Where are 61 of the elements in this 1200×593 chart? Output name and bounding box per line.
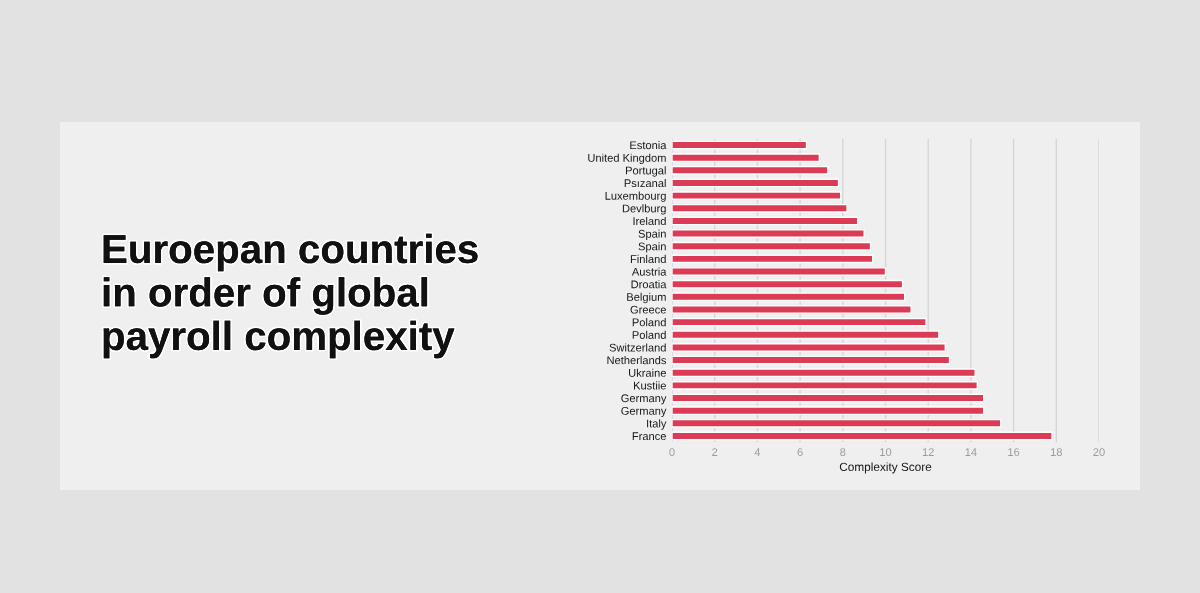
y-tick-label: Greece: [630, 305, 666, 314]
y-tick-label: Poland: [632, 318, 666, 327]
x-tick-label: 12: [922, 448, 934, 456]
bar: [672, 165, 829, 175]
x-tick-label: 8: [840, 448, 846, 457]
bar: [672, 241, 872, 251]
y-tick-label: United Kingdom: [588, 153, 666, 165]
bar: [672, 292, 906, 302]
bar: [672, 393, 985, 403]
y-tick-label: Kustiie: [634, 381, 666, 390]
y-tick-label: Poland: [632, 330, 666, 339]
x-tick-label: 0: [669, 448, 675, 457]
x-tick-label: 10: [880, 448, 892, 457]
x-tick-label: 4: [754, 448, 761, 456]
bar: [672, 355, 951, 365]
bar: [672, 343, 946, 352]
x-axis-title: Complexity Score: [839, 462, 932, 474]
y-tick-label: Luxembourg: [605, 191, 666, 202]
bar: [672, 406, 985, 416]
y-tick-label: Ukraine: [629, 368, 666, 377]
y-tick-label: Psızanal: [624, 178, 666, 188]
y-tick-label: Switzerland: [609, 343, 666, 352]
y-tick-label: Estonia: [630, 141, 667, 150]
x-tick-label: 2: [712, 448, 718, 456]
y-tick-label: Spain: [638, 229, 666, 240]
bar: [672, 140, 808, 150]
bar: [672, 330, 940, 340]
bar: [672, 153, 821, 163]
y-tick-label: Netherlands: [607, 356, 667, 365]
bar: [672, 254, 874, 264]
bar: [672, 381, 979, 390]
y-tick-label: Portugal: [625, 166, 666, 177]
bar: [672, 191, 842, 200]
bar: [672, 178, 840, 188]
y-tick-label: France: [632, 432, 666, 441]
x-tick-label: 16: [1008, 448, 1020, 457]
y-tick-label: Devlburg: [622, 204, 666, 215]
x-tick-label: 14: [965, 448, 977, 456]
y-tick-label: Germany: [621, 394, 667, 405]
bar: [672, 317, 927, 327]
y-tick-label: Belgium: [627, 292, 666, 304]
bar: [672, 279, 904, 289]
bar: [672, 368, 976, 378]
y-tick-label: Austria: [631, 267, 667, 276]
y-tick-label: Ireland: [633, 216, 666, 226]
y-tick-label: Finland: [630, 254, 666, 264]
bar: [672, 267, 887, 276]
x-tick-label: 6: [797, 448, 803, 457]
bar: [672, 229, 865, 238]
bar: [672, 203, 848, 213]
y-tick-label: Droatia: [631, 280, 667, 289]
bar: [672, 216, 859, 226]
bar: [672, 418, 1002, 428]
text: Euroepan countries in order of global payroll complexity: [103, 233, 478, 359]
x-tick-label: 20: [1093, 448, 1105, 457]
x-tick-label: 18: [1050, 448, 1062, 457]
y-tick-label: Germany: [621, 406, 667, 418]
bar: [672, 305, 912, 314]
y-tick-label: Spain: [638, 242, 666, 253]
y-tick-label: Italy: [647, 419, 667, 430]
bar: [672, 431, 1053, 441]
